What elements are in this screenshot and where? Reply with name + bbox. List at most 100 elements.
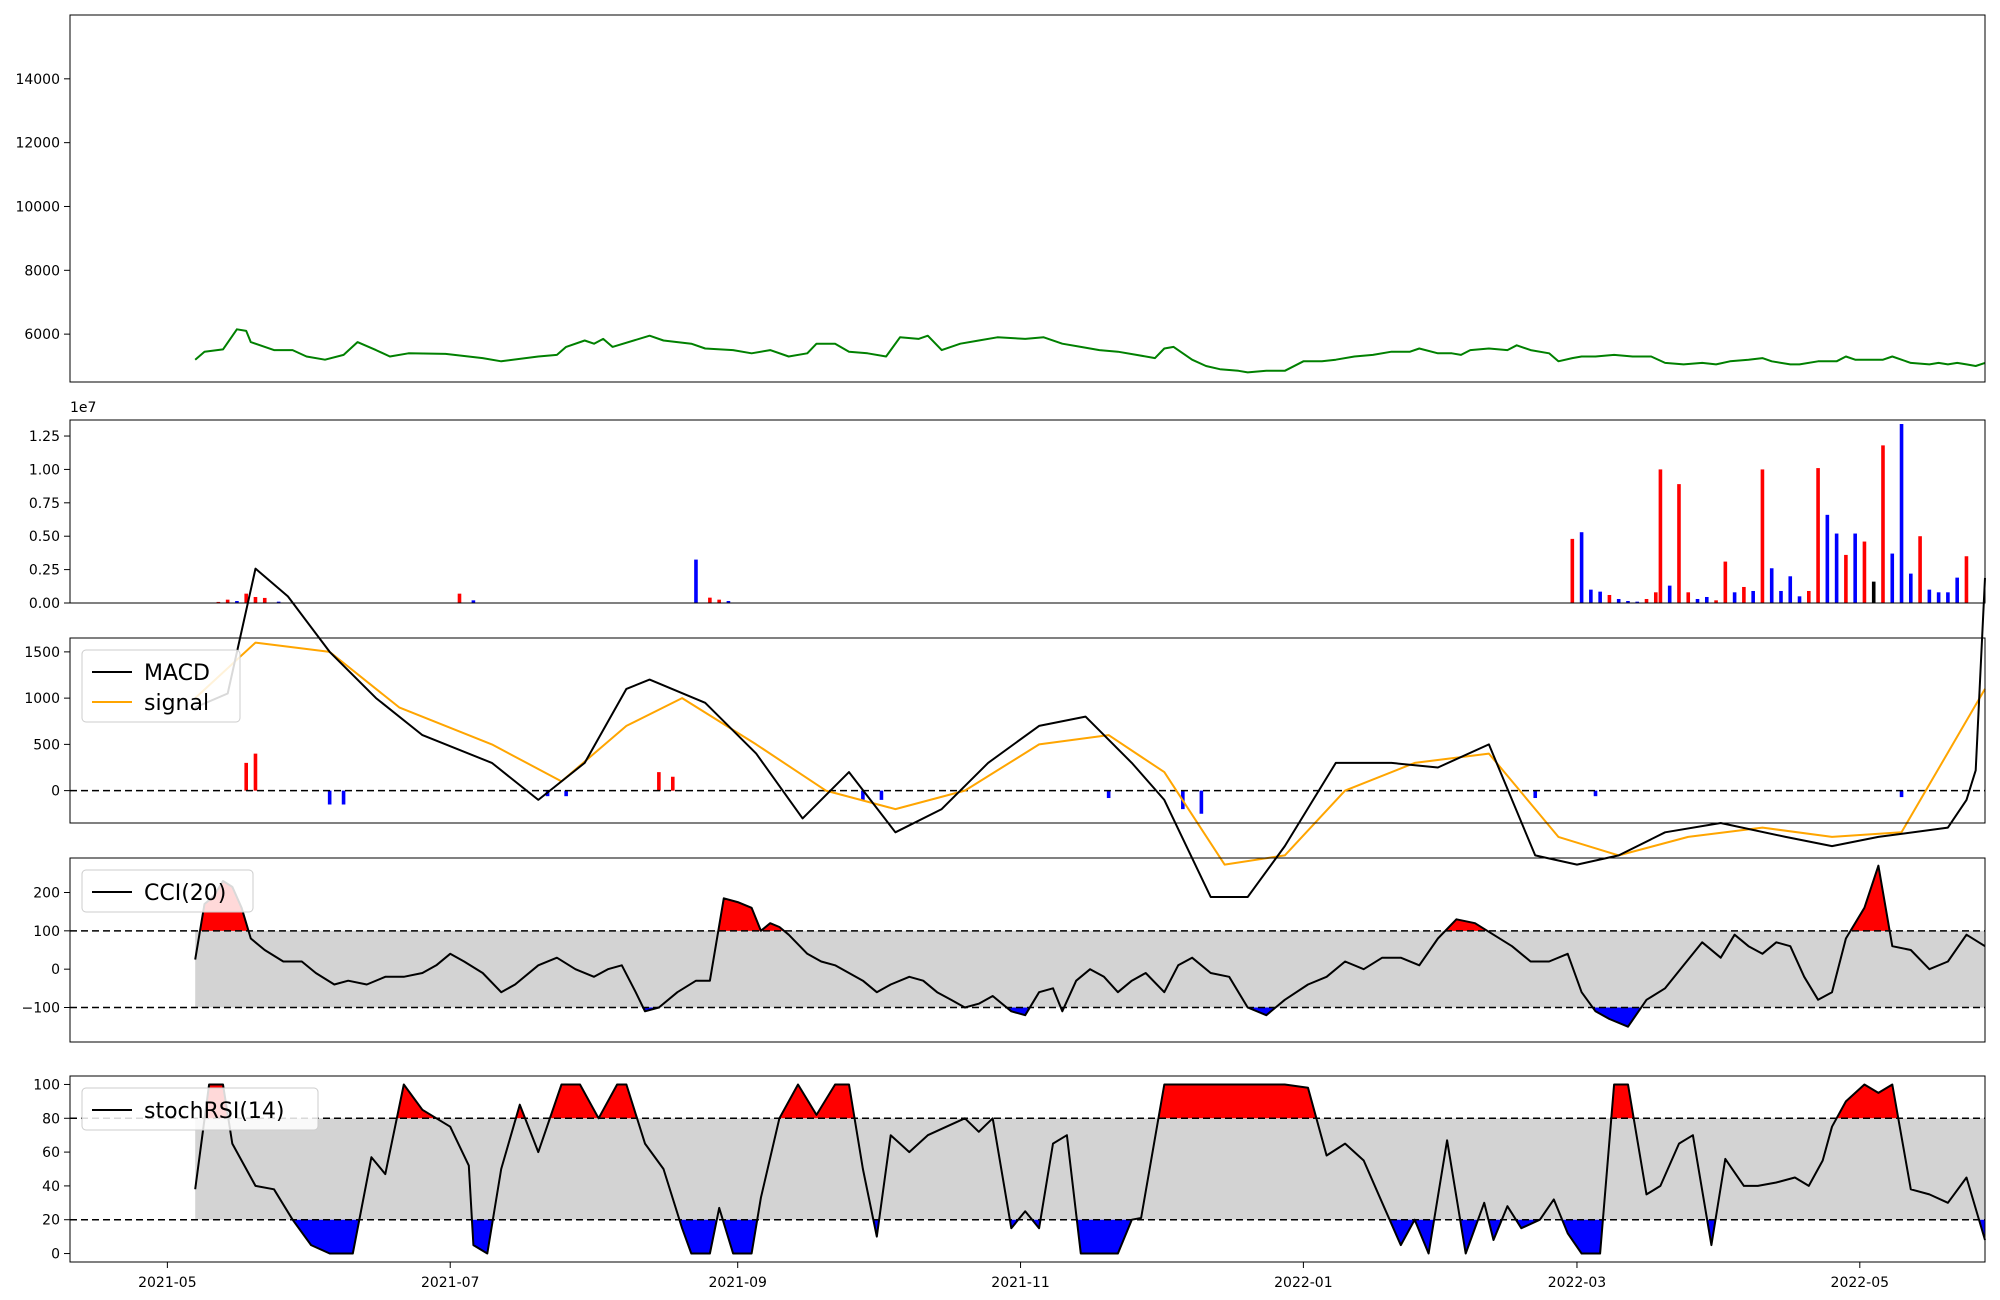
macd-histogram-bar: [1106, 790, 1111, 799]
macd-ytick-label: 0: [51, 784, 60, 800]
macd-histogram-bar: [341, 790, 346, 805]
macd-legend-label: MACD: [144, 661, 210, 686]
volume-bar: [1788, 576, 1793, 603]
x-tick-label: 2021-11: [991, 1275, 1050, 1291]
volume-bar: [1927, 589, 1932, 603]
price-frame: [69, 14, 1986, 383]
macd-histogram-bar: [1593, 790, 1598, 797]
stochrsi-overbought-fill: [779, 1084, 855, 1119]
macd-frame: [69, 637, 1986, 824]
stochrsi-oversold-fill: [1562, 1219, 1603, 1254]
macd-histogram-bar: [879, 790, 884, 800]
macd-histogram-bar: [564, 790, 568, 797]
volume-bar: [1589, 589, 1593, 603]
macd-histogram-bar: [253, 753, 258, 791]
price-ytick-label: 14000: [15, 72, 60, 88]
volume-ytick-label: 0.75: [29, 496, 60, 512]
volume-bar: [1779, 590, 1783, 603]
stochrsi-frame: [69, 1075, 1986, 1263]
volume-bar: [262, 597, 267, 603]
stochrsi-band: [195, 1118, 1985, 1220]
volume-bar: [1644, 598, 1649, 603]
volume-bar: [1816, 468, 1820, 603]
macd-histogram-bar: [657, 772, 661, 791]
volume-bar: [244, 593, 248, 603]
stochrsi-ytick-label: 0: [51, 1247, 60, 1263]
volume-offset-label: 1e7: [70, 400, 96, 416]
macd-ytick-label: 1500: [24, 645, 60, 661]
x-tick-label: 2022-05: [1831, 1275, 1890, 1291]
stochrsi-legend-box: [81, 1087, 319, 1131]
macd-ytick-label: 500: [33, 737, 60, 753]
stochrsi-oversold-fill: [1389, 1219, 1415, 1246]
volume-bar: [1807, 590, 1811, 603]
volume-bar: [1946, 592, 1950, 603]
volume-bar: [1769, 568, 1774, 603]
stochrsi-oversold-fill: [1488, 1219, 1502, 1241]
macd-histogram-bar: [1199, 790, 1204, 814]
volume-bar: [225, 599, 230, 603]
volume-bar: [1570, 538, 1575, 603]
volume-bar: [253, 596, 258, 603]
stochrsi-ytick-label: 80: [42, 1111, 60, 1127]
price-line: [194, 328, 1986, 374]
volume-bar: [1751, 590, 1755, 603]
volume-bar: [1964, 556, 1969, 603]
volume-bar: [276, 601, 281, 603]
price-ytick-label: 6000: [24, 327, 60, 343]
volume-bar: [694, 559, 698, 603]
cci-overbought-fill: [1850, 865, 1890, 931]
macd-panel: 0 500 1000 1500 MACD signal: [24, 567, 1986, 898]
stochrsi-legend-label: stochRSI(14): [144, 1099, 285, 1124]
stochrsi-overbought-fill: [396, 1084, 437, 1119]
price-ytick-label: 12000: [15, 136, 60, 152]
macd-line: [194, 567, 1986, 898]
volume-bar: [1677, 484, 1681, 603]
volume-bar: [1598, 591, 1602, 603]
cci-overbought-fill: [760, 923, 785, 931]
volume-bar: [235, 600, 239, 603]
volume-bar: [216, 601, 221, 603]
macd-legend-box: [81, 649, 241, 723]
volume-bar: [1714, 600, 1718, 603]
cci-ytick-label: −100: [22, 1001, 60, 1017]
volume-ytick-label: 0.50: [29, 529, 60, 545]
cci-panel: −100 0 100 200 CCI(20): [22, 857, 1986, 1043]
volume-bar: [1797, 596, 1802, 603]
cci-overbought-fill: [718, 898, 761, 931]
volume-bar: [1635, 601, 1640, 603]
volume-bar: [708, 597, 712, 603]
volume-bar: [1607, 594, 1612, 603]
volume-bar: [1834, 533, 1839, 603]
cci-legend-box: [81, 869, 254, 913]
stochrsi-ytick-label: 100: [33, 1077, 60, 1093]
macd-histogram-bar: [327, 790, 332, 805]
cci-oversold-fill: [1006, 1007, 1030, 1016]
macd-histogram-bar: [1533, 790, 1538, 799]
cci-oversold-fill: [1592, 1007, 1642, 1027]
volume-bar: [1825, 514, 1830, 603]
stochrsi-oversold-fill: [292, 1219, 360, 1254]
cci-frame: [69, 857, 1986, 1043]
volume-bar: [1881, 445, 1885, 603]
volume-bar: [1899, 424, 1904, 603]
cci-ytick-label: 200: [33, 886, 60, 902]
volume-bar: [457, 593, 462, 603]
volume-bar: [1686, 592, 1691, 603]
price-panel: 6000 8000 10000 12000 14000: [15, 14, 1986, 383]
stochrsi-oversold-fill: [1076, 1219, 1132, 1254]
stochrsi-line: [194, 1083, 1986, 1255]
stochrsi-overbought-fill: [1836, 1084, 1899, 1119]
cci-line: [194, 864, 1986, 1028]
stochrsi-ytick-label: 60: [42, 1145, 60, 1161]
macd-ytick-label: 1000: [24, 691, 60, 707]
volume-bar: [1918, 536, 1922, 603]
volume-bar: [1695, 598, 1700, 603]
volume-bar: [1890, 553, 1895, 603]
x-tick-label: 2021-07: [421, 1275, 480, 1291]
volume-ytick-label: 0.25: [29, 563, 60, 579]
stochrsi-oversold-fill: [1707, 1219, 1716, 1246]
stochrsi-ytick-label: 40: [42, 1179, 60, 1195]
price-ytick-label: 8000: [24, 263, 60, 279]
stochrsi-overbought-fill: [598, 1084, 638, 1119]
